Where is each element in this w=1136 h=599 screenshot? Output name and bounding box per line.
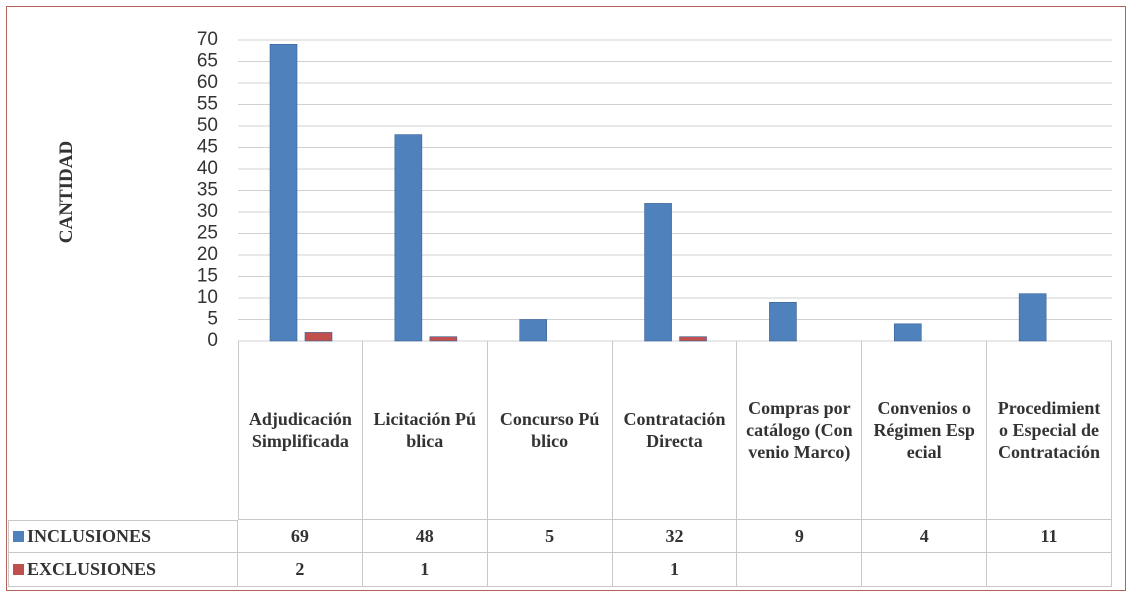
bar xyxy=(429,336,458,342)
y-tick-label: 65 xyxy=(197,51,218,72)
chart-frame xyxy=(6,6,1126,591)
y-tick-label: 40 xyxy=(197,158,218,179)
table-value: 5 xyxy=(487,520,613,553)
category-label: Concurso Público xyxy=(487,341,613,520)
table-value xyxy=(737,553,863,587)
y-tick-label: 35 xyxy=(197,180,218,201)
category-label: Convenios o Régimen Especial xyxy=(862,341,988,520)
category-label: Licitación Pública xyxy=(362,341,488,520)
bar xyxy=(304,332,333,342)
bar xyxy=(519,319,548,342)
y-tick-label: 25 xyxy=(197,223,218,244)
table-value: 1 xyxy=(612,553,738,587)
table-value: 9 xyxy=(737,520,863,553)
table-value: 4 xyxy=(862,520,988,553)
legend-swatch xyxy=(13,531,24,542)
category-label: Adjudicación Simplificada xyxy=(238,341,363,520)
table-value: 11 xyxy=(987,520,1112,553)
table-value: 32 xyxy=(612,520,738,553)
y-tick-label: 30 xyxy=(197,201,218,222)
bar xyxy=(679,336,707,342)
bar xyxy=(1018,293,1047,342)
bar xyxy=(644,203,672,342)
category-label: Procedimiento Especial de Contratación xyxy=(987,341,1112,520)
y-tick-label: 70 xyxy=(197,29,218,50)
y-tick-label: 0 xyxy=(207,330,218,351)
legend-entry: INCLUSIONES xyxy=(8,520,238,553)
table-value xyxy=(987,553,1112,587)
y-tick-label: 5 xyxy=(207,309,218,330)
y-tick-label: 45 xyxy=(197,137,218,158)
category-label: Compras por catálogo (Convenio Marco) xyxy=(737,341,863,520)
legend-entry: EXCLUSIONES xyxy=(8,553,238,587)
table-value xyxy=(862,553,988,587)
table-value xyxy=(487,553,613,587)
bar xyxy=(769,301,797,342)
legend-label: INCLUSIONES xyxy=(27,526,152,546)
y-axis-label: CANTIDAD xyxy=(56,141,77,243)
y-tick-label: 10 xyxy=(197,287,218,308)
table-value: 48 xyxy=(362,520,488,553)
bar xyxy=(893,323,922,342)
y-tick-label: 60 xyxy=(197,72,218,93)
category-label: Contratación Directa xyxy=(612,341,738,520)
table-value: 2 xyxy=(238,553,363,587)
legend-label: EXCLUSIONES xyxy=(27,559,157,579)
table-value: 1 xyxy=(362,553,488,587)
y-tick-label: 55 xyxy=(197,94,218,115)
legend-swatch xyxy=(13,564,24,575)
y-tick-label: 15 xyxy=(197,266,218,287)
y-tick-label: 50 xyxy=(197,115,218,136)
bar xyxy=(394,134,423,342)
bar xyxy=(269,43,298,342)
y-tick-label: 20 xyxy=(197,244,218,265)
table-value: 69 xyxy=(238,520,363,553)
